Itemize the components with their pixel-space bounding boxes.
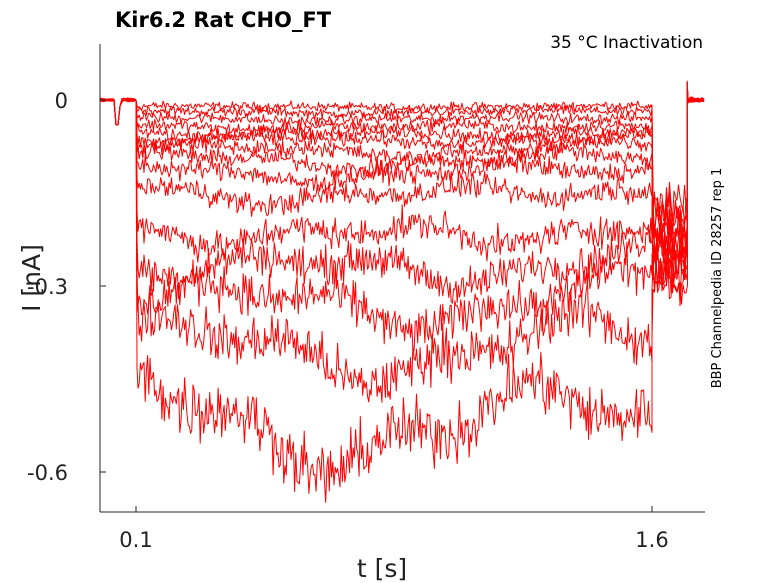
side-id-label: BBP Channelpedia ID 28257 rep 1 bbox=[710, 168, 725, 389]
current-trace bbox=[99, 80, 705, 262]
x-axis-label: t [s] bbox=[357, 554, 407, 583]
current-trace bbox=[99, 80, 705, 282]
traces-group bbox=[99, 80, 705, 503]
current-trace bbox=[99, 80, 705, 276]
current-trace bbox=[99, 80, 705, 262]
current-trace bbox=[99, 80, 704, 503]
current-trace bbox=[99, 80, 705, 231]
current-trace bbox=[100, 80, 705, 245]
x-tick-label: 1.6 bbox=[635, 528, 668, 552]
y-ticks: 0 -0.3 -0.6 bbox=[27, 89, 106, 485]
y-tick-label: -0.6 bbox=[27, 461, 68, 485]
current-trace bbox=[99, 80, 705, 266]
current-trace bbox=[99, 80, 705, 278]
y-tick-label: 0 bbox=[55, 89, 68, 113]
current-trace bbox=[99, 80, 705, 222]
x-ticks: 0.1 1.6 bbox=[119, 506, 669, 552]
current-trace bbox=[99, 80, 705, 242]
condition-label: 35 °C Inactivation bbox=[550, 33, 703, 53]
x-tick-label: 0.1 bbox=[119, 528, 152, 552]
y-axis-label: I [nA] bbox=[17, 244, 46, 312]
current-trace bbox=[99, 80, 705, 304]
chart-title: Kir6.2 Rat CHO_FT bbox=[115, 8, 332, 32]
current-trace bbox=[99, 80, 705, 403]
y-tick-label: -0.3 bbox=[27, 275, 68, 299]
current-trace bbox=[99, 80, 705, 352]
